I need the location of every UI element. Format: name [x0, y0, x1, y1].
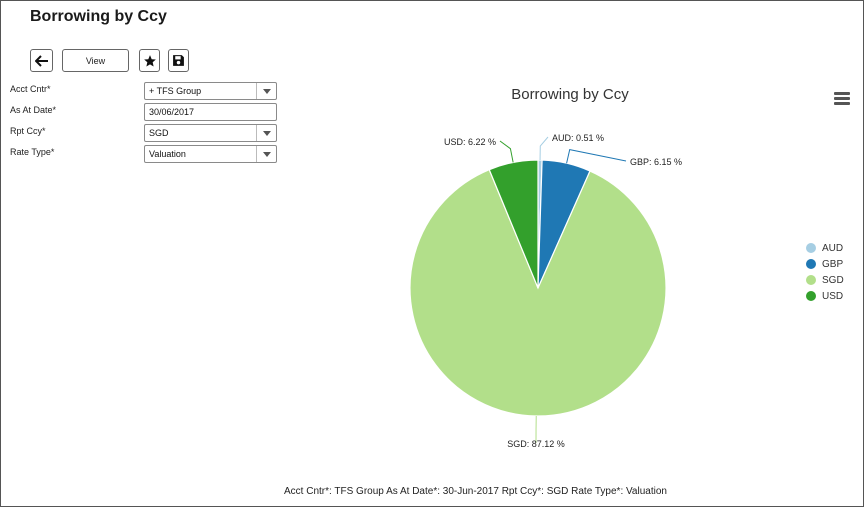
as-at-date-input[interactable]: 30/06/2017: [144, 103, 277, 121]
pie-connector-gbp: [566, 149, 627, 164]
favorite-button[interactable]: [139, 49, 160, 72]
star-icon: [143, 54, 156, 67]
pie-slice-sgd[interactable]: [409, 168, 667, 417]
acct-cntr-select[interactable]: + TFS Group: [144, 82, 277, 100]
legend-label: SGD: [822, 274, 844, 286]
legend-item-usd[interactable]: USD: [806, 288, 844, 304]
hamburger-menu-icon[interactable]: [834, 92, 850, 105]
arrow-left-icon: [34, 54, 48, 67]
pie-label-aud: AUD: 0.51 %: [552, 133, 604, 143]
pie-label-sgd: SGD: 87.12 %: [507, 439, 565, 449]
legend-marker: [806, 291, 816, 301]
rpt-ccy-label: Rpt Ccy*: [10, 126, 46, 136]
pie-connector-aud: [539, 136, 549, 161]
rpt-ccy-value: SGD: [149, 128, 169, 138]
legend-item-aud[interactable]: AUD: [806, 240, 844, 256]
as-at-date-label: As At Date*: [10, 105, 57, 115]
legend-label: USD: [822, 290, 844, 302]
legend-item-gbp[interactable]: GBP: [806, 256, 844, 272]
pie-label-gbp: GBP: 6.15 %: [630, 157, 682, 167]
filter-summary: Acct Cntr*: TFS Group As At Date*: 30-Ju…: [284, 486, 667, 497]
legend-label: AUD: [822, 242, 844, 254]
chevron-down-icon[interactable]: [256, 125, 276, 141]
pie-label-usd: USD: 6.22 %: [444, 137, 496, 147]
chart-title: Borrowing by Ccy: [511, 86, 629, 103]
save-button[interactable]: [168, 49, 189, 72]
acct-cntr-value: + TFS Group: [149, 86, 202, 96]
acct-cntr-label: Acct Cntr*: [10, 84, 51, 94]
pie-slice-usd[interactable]: [488, 159, 539, 289]
pie-chart: AUD: 0.51 % GBP: 6.15 % SGD: 87.12 % USD: 6…: [409, 133, 682, 449]
chevron-down-icon[interactable]: [256, 146, 276, 162]
legend-label: GBP: [822, 258, 844, 270]
chevron-down-icon[interactable]: [256, 83, 276, 99]
chart-legend: AUD GBP SGD USD: [806, 240, 844, 304]
legend-marker: [806, 259, 816, 269]
rate-type-value: Valuation: [149, 149, 186, 159]
legend-item-sgd[interactable]: SGD: [806, 272, 844, 288]
rate-type-select[interactable]: Valuation: [144, 145, 277, 163]
view-button[interactable]: View: [62, 49, 129, 72]
legend-marker: [806, 275, 816, 285]
rpt-ccy-select[interactable]: SGD: [144, 124, 277, 142]
page-title: Borrowing by Ccy: [30, 8, 167, 25]
legend-marker: [806, 243, 816, 253]
floppy-disk-icon: [173, 55, 184, 66]
rate-type-label: Rate Type*: [10, 147, 55, 157]
as-at-date-value: 30/06/2017: [149, 107, 195, 117]
back-button[interactable]: [30, 49, 53, 72]
pie-connector-usd: [499, 140, 514, 163]
